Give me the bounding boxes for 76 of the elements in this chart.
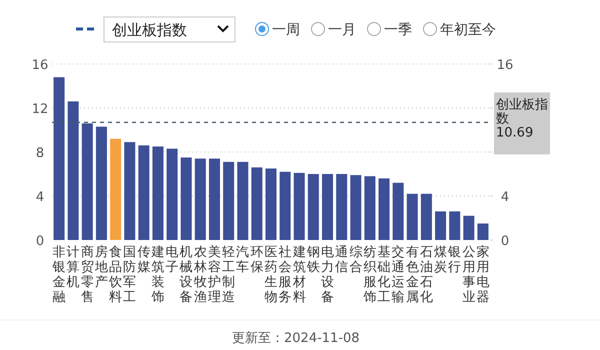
x-tick-label: 煤炭: [434, 245, 448, 275]
x-tick-label: 建筑装饰: [150, 245, 164, 305]
bar: [152, 146, 164, 240]
x-tick-label: 综合: [349, 245, 362, 275]
x-tick-label: 机械设备: [180, 245, 193, 305]
x-tick-label: 环保: [250, 245, 264, 275]
bar: [82, 123, 93, 240]
ref-label: 创业板指数 10.69: [494, 92, 550, 154]
x-tick-label: 房地产: [94, 244, 108, 290]
text: 更新至：2024-11-08: [232, 331, 360, 346]
x-tick-label: 有色金属: [406, 245, 419, 305]
bar: [251, 167, 262, 240]
bar: [96, 126, 107, 240]
bar: [110, 138, 122, 240]
y2-tick-label: 0: [500, 234, 510, 249]
x-tick-label: 汽车: [236, 245, 250, 275]
bar: [237, 162, 248, 240]
y-tick-label: 16: [32, 58, 48, 73]
y-tick-label: 0: [36, 234, 44, 249]
bar: [435, 211, 446, 240]
bar: [54, 77, 65, 240]
y-tick-label: 12: [32, 102, 48, 117]
bar: [166, 148, 178, 240]
x-tick-label: 家用电器: [476, 244, 490, 305]
x-tick-label: 食品饮料: [108, 245, 122, 305]
bar: [124, 142, 136, 240]
x-tick-label: 电力设备: [321, 245, 334, 305]
bar: [420, 194, 432, 240]
x-tick-label: 纺织服饰: [362, 245, 376, 305]
y2-tick-label: 16: [496, 58, 514, 73]
y2-tick-label: 4: [500, 190, 510, 205]
bar: [350, 175, 362, 240]
bar: [280, 172, 291, 240]
bar: [223, 162, 234, 240]
x-tick-label: 美容护理: [206, 244, 221, 305]
bar: [406, 194, 418, 240]
x-tick-label: 农林牧渔: [192, 245, 207, 305]
x-tick-label: 传媒: [137, 245, 150, 275]
x-tick-label: 商贸零售: [80, 245, 94, 305]
y-tick-label: 4: [36, 190, 44, 205]
bar: [294, 172, 305, 240]
x-tick-label: 钢铁: [306, 245, 320, 275]
bar: [265, 168, 277, 240]
x-tick-label: 计算机: [66, 245, 80, 290]
bar: [138, 145, 150, 240]
bar: [378, 178, 390, 240]
legend-title: 创业板指数: [112, 21, 187, 39]
bar: [449, 211, 460, 240]
x-tick-label: 电子: [166, 245, 179, 275]
bar: [364, 176, 376, 240]
bar: [477, 224, 488, 240]
bar: [308, 174, 319, 240]
bar: [208, 158, 220, 240]
bar: [463, 216, 474, 240]
legend: 创业板指数: [76, 16, 236, 42]
bar: [336, 174, 348, 240]
x-tick-label: 基础化工: [376, 245, 391, 305]
bar: [68, 101, 79, 240]
bar: [194, 158, 206, 240]
x-tick-label: 建筑材料: [292, 245, 306, 305]
x-tick-label: 石油石化: [420, 245, 433, 305]
x-tick-label: 社会服务: [278, 245, 292, 305]
x-tick-label: 公用事业: [462, 245, 476, 305]
x-tick-label: 轻工制造: [222, 245, 236, 305]
bar: [322, 174, 334, 240]
x-tick-label: 银行: [447, 245, 462, 275]
y-tick-label: 8: [36, 146, 44, 161]
x-tick-label: 交通运输: [392, 244, 405, 305]
bar: [180, 158, 192, 240]
x-tick-label: 医药生物: [264, 245, 278, 305]
x-tick-label: 通信: [335, 245, 348, 275]
ref-line-label: 创业板指数 10.69: [496, 97, 548, 140]
bar: [392, 182, 404, 240]
x-tick-label: 非银金融: [52, 245, 66, 305]
options: 一周 一月 一季 年初至今: [255, 22, 496, 38]
x-tick-label: 国防军工: [123, 245, 136, 305]
